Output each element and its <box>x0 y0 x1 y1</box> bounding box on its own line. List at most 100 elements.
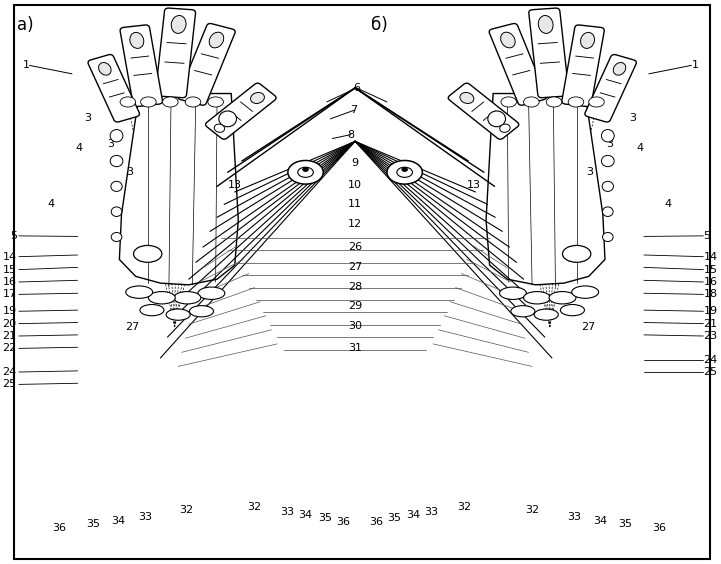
Text: 15: 15 <box>3 265 17 275</box>
Ellipse shape <box>132 178 174 222</box>
Ellipse shape <box>402 168 407 171</box>
Ellipse shape <box>549 292 576 304</box>
Text: 32: 32 <box>180 505 194 515</box>
Ellipse shape <box>603 232 613 241</box>
Ellipse shape <box>550 178 592 222</box>
Text: 1: 1 <box>22 60 30 70</box>
Ellipse shape <box>209 32 224 48</box>
Text: 3: 3 <box>606 139 614 149</box>
Ellipse shape <box>523 292 550 304</box>
Polygon shape <box>486 94 605 285</box>
Ellipse shape <box>172 15 186 33</box>
Polygon shape <box>120 94 239 285</box>
Text: б): б) <box>371 16 388 34</box>
Text: 24: 24 <box>704 355 717 365</box>
Text: 12: 12 <box>348 219 362 229</box>
FancyBboxPatch shape <box>528 8 569 98</box>
Text: 19: 19 <box>3 306 17 316</box>
Ellipse shape <box>208 97 224 107</box>
Ellipse shape <box>387 161 423 184</box>
Ellipse shape <box>174 292 200 304</box>
Text: 17: 17 <box>3 289 17 299</box>
Text: 33: 33 <box>280 506 294 517</box>
Ellipse shape <box>572 286 598 298</box>
Text: 31: 31 <box>348 343 362 354</box>
Text: 2: 2 <box>132 56 139 67</box>
Text: 8: 8 <box>348 130 355 140</box>
Text: 18: 18 <box>704 289 717 299</box>
Text: 27: 27 <box>582 322 596 332</box>
Ellipse shape <box>614 63 626 75</box>
Text: 27: 27 <box>125 322 139 332</box>
Ellipse shape <box>149 292 175 304</box>
Ellipse shape <box>166 309 190 320</box>
Text: 14: 14 <box>3 252 17 262</box>
Text: 34: 34 <box>406 510 420 520</box>
Text: 33: 33 <box>425 506 438 517</box>
Text: 14: 14 <box>704 252 717 262</box>
Text: 34: 34 <box>593 515 608 526</box>
Text: 3: 3 <box>84 113 91 123</box>
Ellipse shape <box>601 130 614 142</box>
Ellipse shape <box>110 156 123 167</box>
Text: 3: 3 <box>107 139 115 149</box>
Text: 4: 4 <box>636 143 643 153</box>
Text: 11: 11 <box>348 199 362 209</box>
Ellipse shape <box>588 97 604 107</box>
Text: 28: 28 <box>348 281 362 292</box>
Text: 23: 23 <box>704 331 717 341</box>
Ellipse shape <box>500 124 510 133</box>
Ellipse shape <box>250 92 265 103</box>
Ellipse shape <box>397 168 412 177</box>
Ellipse shape <box>500 32 516 48</box>
Text: 35: 35 <box>619 519 632 529</box>
Text: 16: 16 <box>704 277 717 287</box>
Ellipse shape <box>288 161 323 184</box>
Ellipse shape <box>141 97 156 107</box>
Ellipse shape <box>110 130 123 142</box>
Text: 21: 21 <box>3 331 17 341</box>
Text: 22: 22 <box>2 343 17 354</box>
Ellipse shape <box>501 97 516 107</box>
Text: 21: 21 <box>704 319 717 329</box>
Text: 29: 29 <box>348 301 362 311</box>
Text: 26: 26 <box>348 242 362 252</box>
Ellipse shape <box>603 207 613 217</box>
Text: 35: 35 <box>319 513 332 523</box>
Ellipse shape <box>133 245 162 262</box>
Text: 5: 5 <box>10 231 17 241</box>
Ellipse shape <box>488 111 505 127</box>
Ellipse shape <box>219 111 236 127</box>
Ellipse shape <box>500 287 526 299</box>
FancyBboxPatch shape <box>88 55 139 122</box>
Ellipse shape <box>185 97 200 107</box>
Text: 36: 36 <box>653 523 666 534</box>
Ellipse shape <box>99 63 111 75</box>
Text: 13: 13 <box>228 180 242 190</box>
Text: 35: 35 <box>387 513 401 523</box>
Text: 24: 24 <box>2 367 17 377</box>
Text: 5: 5 <box>704 231 710 241</box>
FancyBboxPatch shape <box>489 24 547 105</box>
Ellipse shape <box>580 32 595 49</box>
Text: 4: 4 <box>665 199 671 209</box>
Ellipse shape <box>460 92 474 103</box>
Ellipse shape <box>214 124 225 133</box>
Ellipse shape <box>568 97 584 107</box>
Ellipse shape <box>111 232 122 241</box>
Text: 16: 16 <box>3 277 17 287</box>
Text: 34: 34 <box>111 515 125 526</box>
Ellipse shape <box>120 97 136 107</box>
FancyBboxPatch shape <box>562 25 604 107</box>
Text: 33: 33 <box>138 512 152 522</box>
Ellipse shape <box>162 97 178 107</box>
Ellipse shape <box>523 97 539 107</box>
Ellipse shape <box>601 156 614 167</box>
Ellipse shape <box>547 97 562 107</box>
Text: 34: 34 <box>298 510 313 520</box>
Ellipse shape <box>190 306 213 317</box>
Ellipse shape <box>298 168 314 177</box>
FancyBboxPatch shape <box>205 83 276 139</box>
FancyBboxPatch shape <box>156 8 195 98</box>
Text: 30: 30 <box>348 321 362 331</box>
